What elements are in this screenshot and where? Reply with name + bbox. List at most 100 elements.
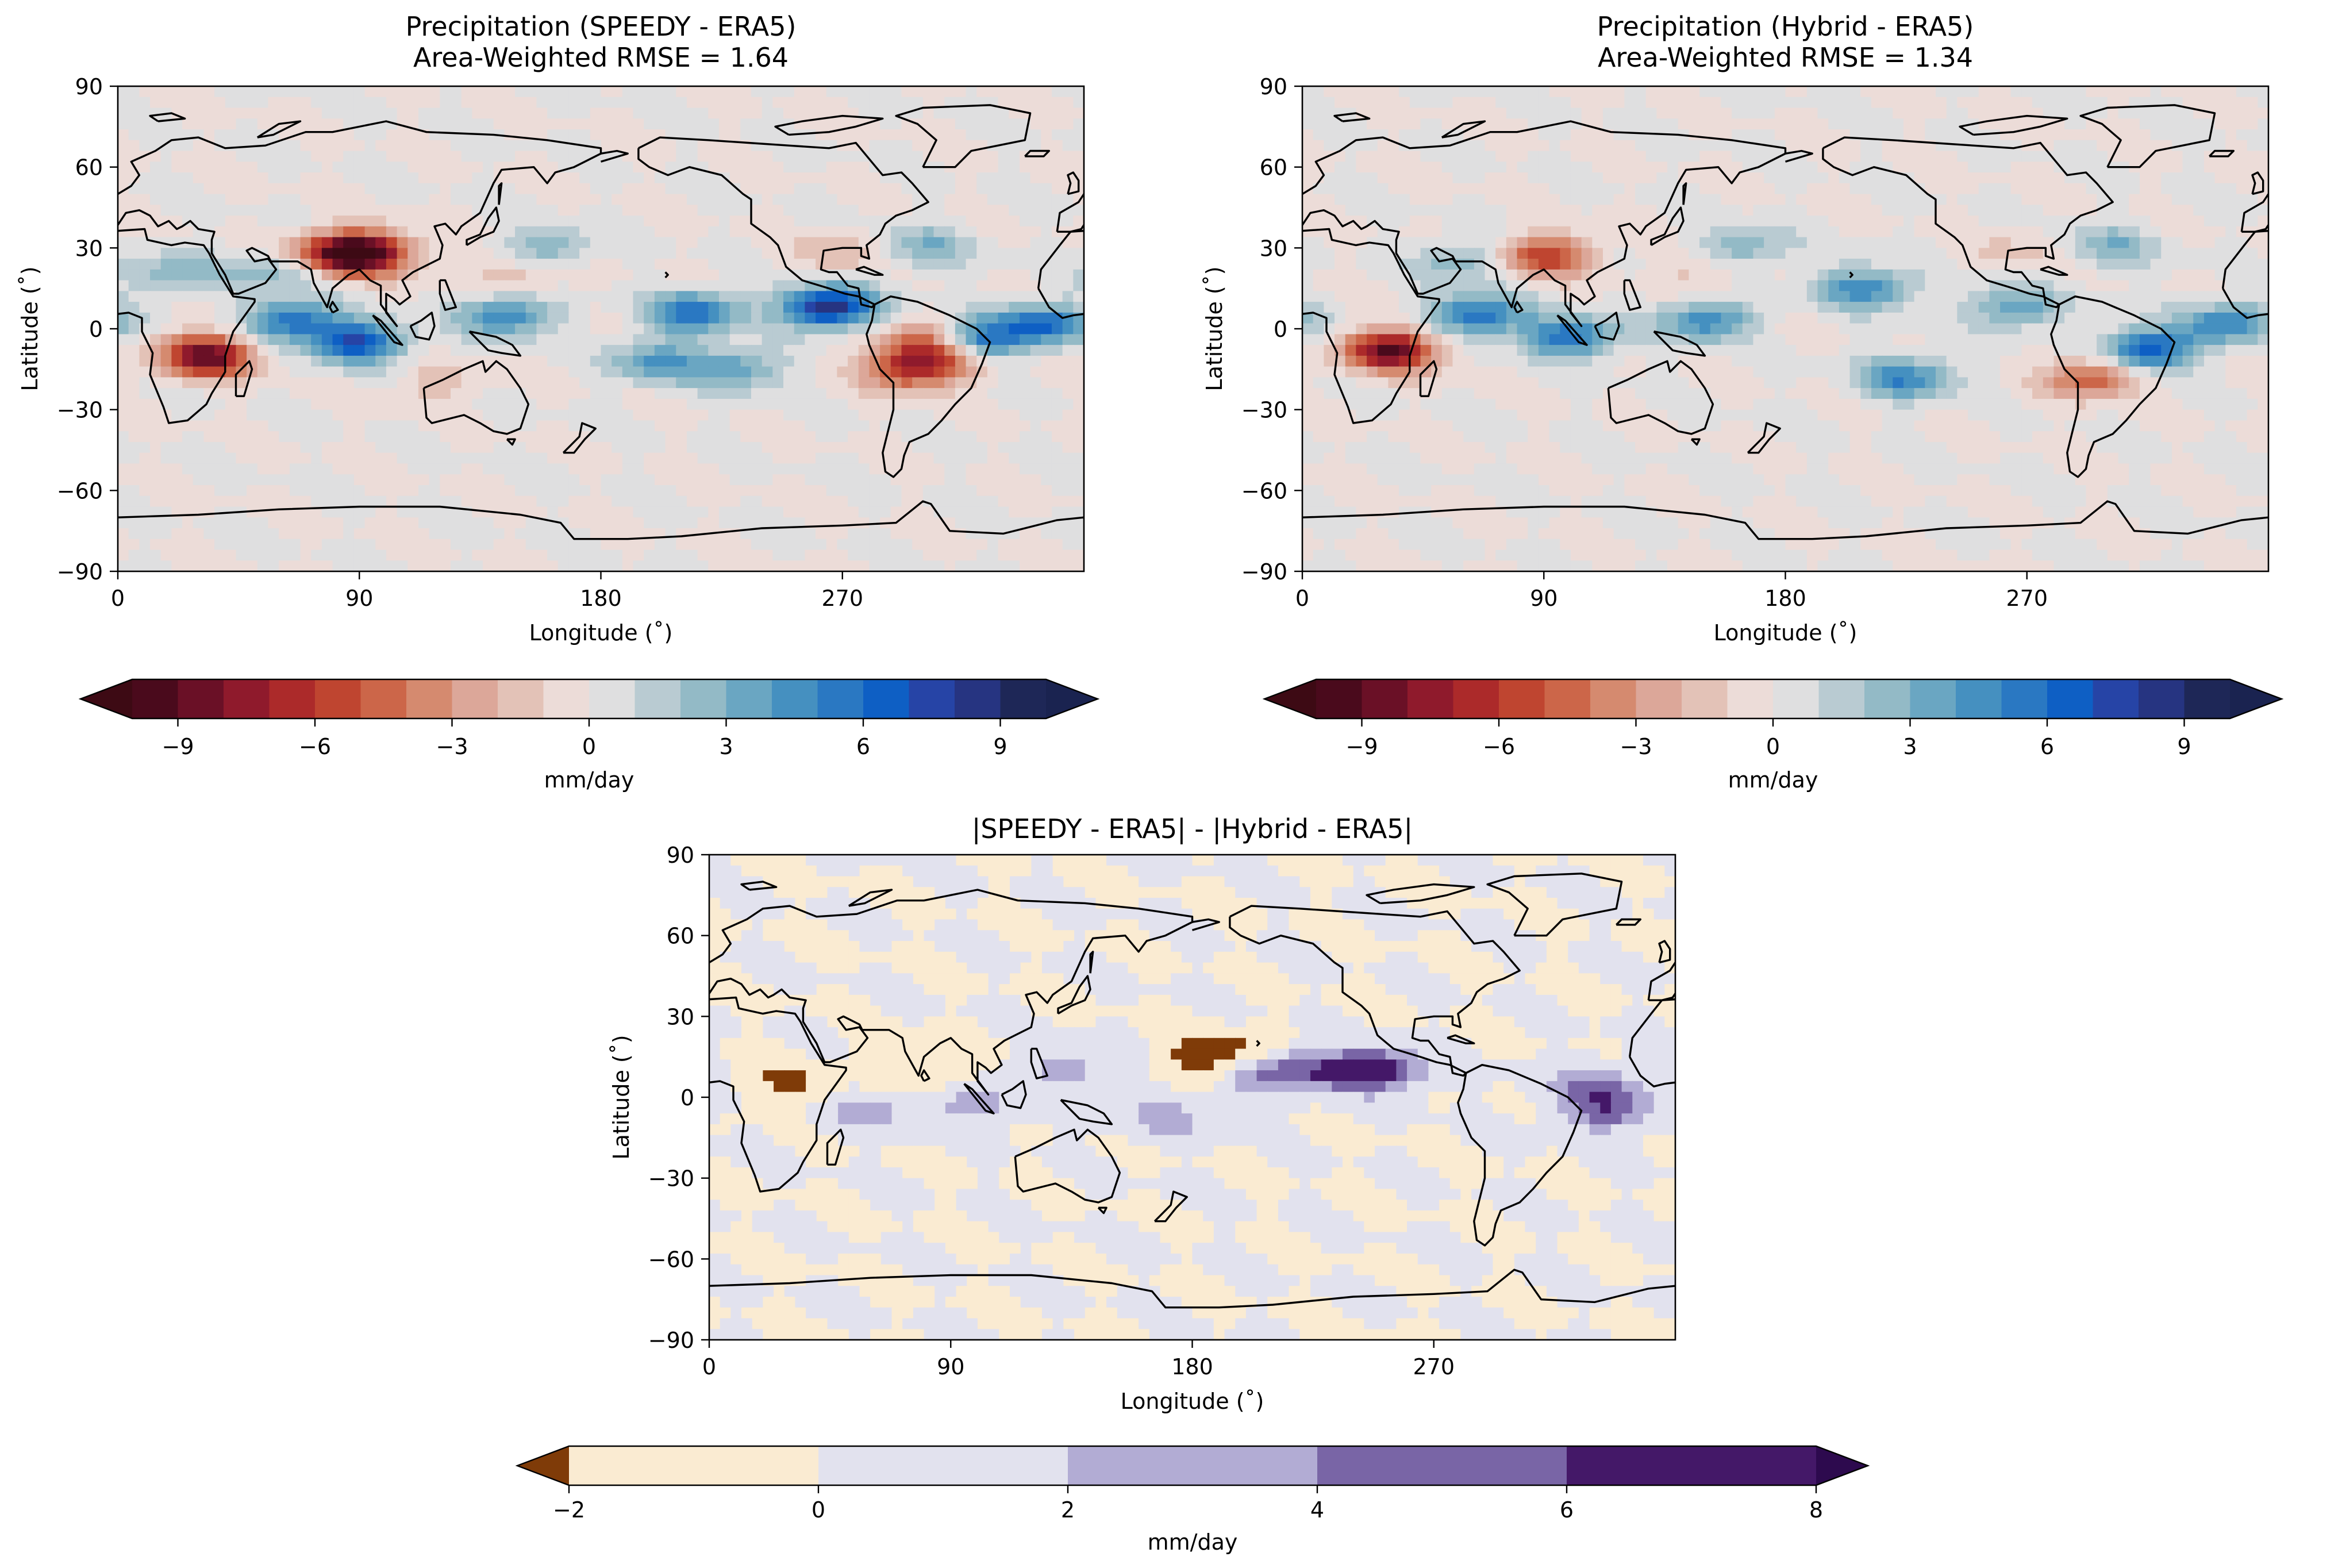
field-cell: [536, 452, 548, 464]
field-cell: [1062, 355, 1074, 367]
field-cell: [1030, 506, 1042, 518]
field-cell: [203, 528, 215, 540]
field-cell: [826, 205, 838, 216]
field-cell: [386, 194, 398, 206]
field-cell: [708, 216, 720, 227]
field-cell: [933, 549, 945, 562]
field-cell: [1420, 172, 1432, 184]
field-cell: [289, 431, 301, 443]
field-cell: [171, 345, 183, 356]
field-cell: [1699, 140, 1711, 152]
field-cell: [568, 334, 580, 345]
field-cell: [289, 205, 301, 216]
field-cell: [2171, 118, 2183, 130]
field-cell: [686, 452, 698, 464]
field-cell: [944, 302, 956, 313]
field-cell: [429, 151, 441, 163]
field-cell: [321, 549, 333, 562]
field-cell: [236, 334, 247, 345]
field-cell: [676, 323, 687, 335]
field-cell: [525, 549, 537, 562]
field-cell: [729, 463, 741, 475]
field-cell: [1549, 97, 1561, 109]
field-cell: [998, 334, 1010, 345]
field-cell: [440, 248, 451, 259]
field-cell: [644, 97, 655, 109]
field-cell: [880, 97, 891, 109]
field-cell: [697, 345, 709, 356]
field-cell: [332, 431, 344, 443]
field-cell: [718, 302, 730, 313]
field-cell: [472, 485, 483, 497]
field-cell: [740, 420, 752, 432]
field-cell: [933, 409, 945, 421]
field-cell: [1485, 183, 1496, 195]
field-cell: [880, 528, 891, 540]
field-cell: [279, 183, 290, 195]
field-cell: [998, 226, 1010, 238]
field-cell: [708, 409, 720, 421]
field-cell: [665, 280, 677, 292]
field-cell: [751, 560, 763, 571]
field-cell: [311, 129, 322, 141]
field-cell: [1009, 377, 1020, 389]
field-cell: [171, 539, 183, 551]
field-cell: [976, 528, 988, 540]
field-cell: [826, 291, 838, 302]
field-cell: [718, 388, 730, 399]
field-cell: [1073, 474, 1084, 486]
field-cell: [1989, 151, 2001, 163]
field-cell: [397, 205, 409, 216]
field-cell: [118, 528, 129, 540]
field-cell: [257, 334, 269, 345]
field-cell: [1030, 302, 1042, 313]
field-cell: [568, 549, 580, 562]
field-cell: [1062, 420, 1074, 432]
field-cell: [321, 280, 333, 292]
field-cell: [128, 129, 140, 141]
field-cell: [2236, 140, 2248, 152]
field-cell: [2203, 172, 2216, 184]
field-cell: [128, 549, 140, 562]
field-cell: [708, 441, 720, 454]
field-cell: [440, 549, 451, 562]
field-cell: [826, 259, 838, 270]
field-cell: [118, 549, 129, 562]
field-cell: [247, 86, 258, 98]
field-cell: [751, 86, 763, 98]
field-cell: [418, 291, 430, 302]
field-cell: [160, 441, 172, 454]
field-cell: [890, 539, 902, 551]
field-cell: [998, 398, 1010, 410]
field-cell: [493, 420, 505, 432]
field-cell: [2097, 172, 2108, 184]
field-cell: [922, 183, 935, 195]
field-cell: [1452, 107, 1464, 120]
field-cell: [751, 549, 763, 562]
field-cell: [525, 420, 537, 432]
field-cell: [869, 323, 880, 335]
field-cell: [118, 560, 129, 571]
field-cell: [676, 97, 687, 109]
field-cell: [579, 549, 591, 562]
field-cell: [601, 474, 612, 486]
field-cell: [343, 129, 355, 141]
field-cell: [332, 452, 344, 464]
field-cell: [2053, 97, 2065, 109]
field-cell: [858, 194, 870, 206]
field-cell: [557, 259, 570, 270]
field-cell: [279, 528, 290, 540]
field-cell: [697, 366, 709, 378]
field-cell: [686, 506, 698, 518]
field-cell: [139, 506, 151, 518]
field-cell: [729, 151, 741, 163]
field-cell: [493, 280, 505, 292]
field-cell: [247, 398, 258, 410]
field-cell: [1645, 97, 1658, 109]
field-cell: [483, 172, 494, 184]
field-cell: [236, 517, 247, 529]
field-cell: [182, 323, 194, 335]
field-cell: [236, 441, 247, 454]
field-cell: [976, 549, 988, 562]
field-cell: [794, 237, 806, 249]
